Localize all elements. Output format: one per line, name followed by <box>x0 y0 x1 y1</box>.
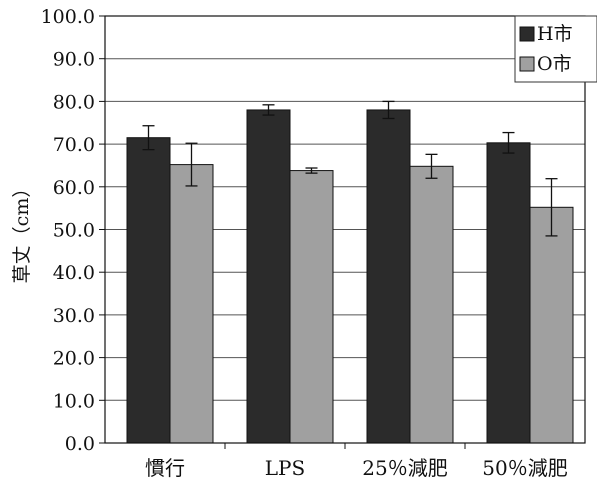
x-category-labels: 慣行 LPS 25％減肥 50％減肥 <box>145 456 568 480</box>
legend-label-o: O市 <box>537 53 572 75</box>
error-bars <box>142 100 558 237</box>
x-category-label: 慣行 <box>145 456 185 480</box>
y-tick-label: 70.0 <box>53 134 95 156</box>
y-axis-label: 草丈（cm） <box>11 179 33 284</box>
bar <box>366 109 411 444</box>
y-tick-label: 10.0 <box>53 390 95 412</box>
x-category-label: LPS <box>265 456 305 480</box>
y-tick-label: 90.0 <box>53 49 95 71</box>
y-tick-labels: 0.0 10.0 20.0 30.0 40.0 50.0 60.0 70.0 80.0 90.0 1… <box>41 6 95 455</box>
legend: H市 O市 <box>514 15 597 83</box>
y-tick-label: 50.0 <box>53 220 95 242</box>
y-tick-label: 80.0 <box>53 91 95 113</box>
y-tick-label: 40.0 <box>53 262 95 284</box>
y-tick-label: 20.0 <box>53 348 95 370</box>
bar <box>289 170 334 444</box>
axes <box>99 15 586 449</box>
bar <box>169 164 214 444</box>
x-category-label: 25％減肥 <box>362 456 447 480</box>
legend-swatch-h <box>519 26 535 42</box>
bar <box>126 137 171 444</box>
legend-label-h: H市 <box>537 23 573 45</box>
bar <box>486 142 531 444</box>
bar <box>409 165 454 444</box>
y-tick-label: 30.0 <box>53 305 95 327</box>
bars <box>126 109 574 444</box>
bar <box>246 109 291 444</box>
y-tick-label: 100.0 <box>41 6 95 28</box>
legend-swatch-o <box>519 56 535 72</box>
x-category-label: 50％減肥 <box>482 456 567 480</box>
y-tick-label: 60.0 <box>53 177 95 199</box>
y-tick-label: 0.0 <box>65 433 95 455</box>
bar <box>529 206 574 444</box>
